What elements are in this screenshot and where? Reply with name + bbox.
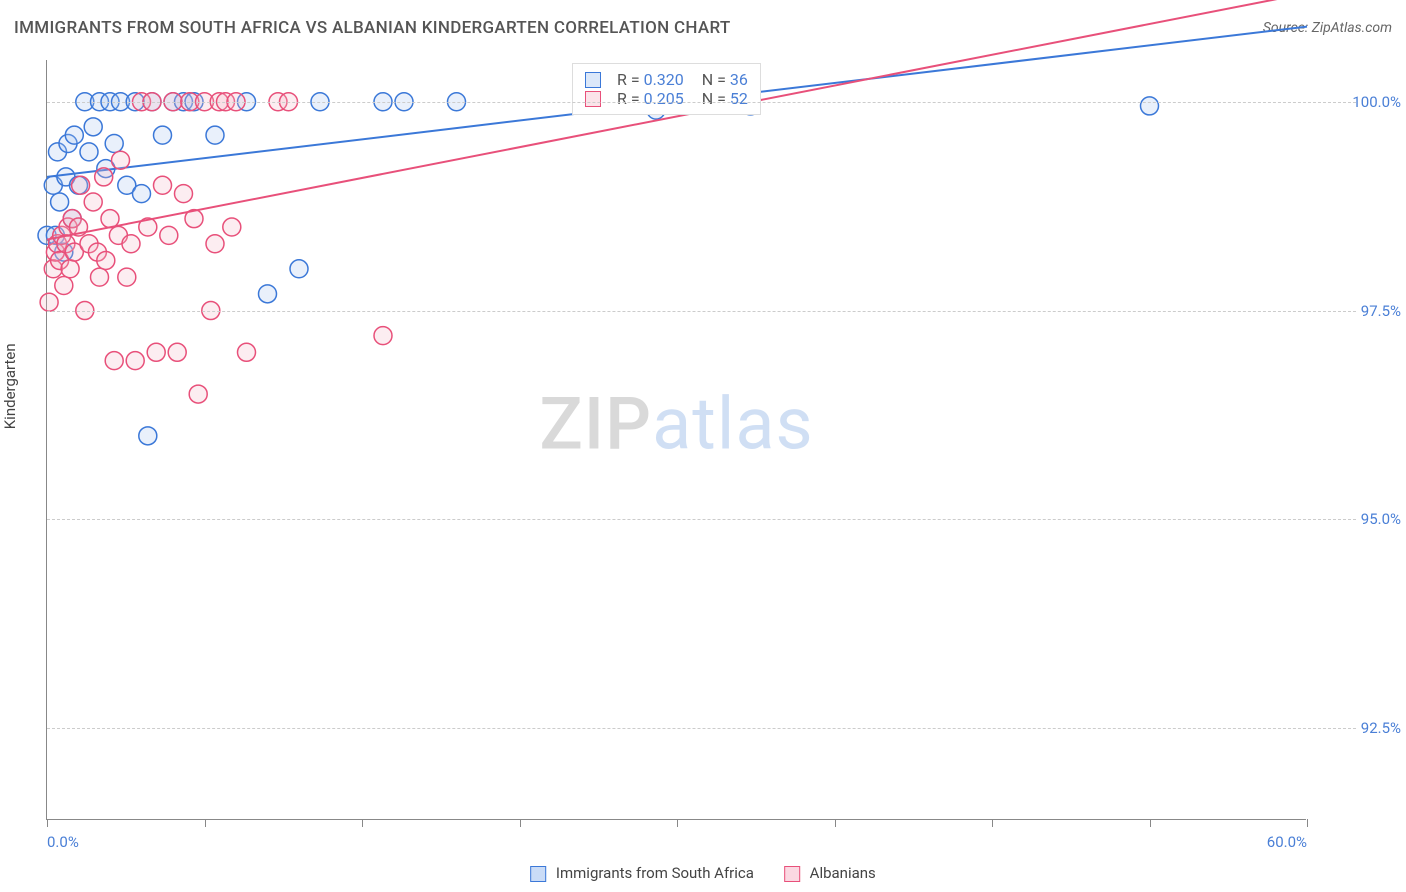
y-tick-label: 92.5%: [1321, 719, 1401, 737]
data-point-south_africa: [51, 193, 69, 211]
data-point-albanians: [40, 293, 58, 311]
stats-r-value: 0.205: [644, 89, 684, 108]
stats-n-label: N = 52: [694, 89, 748, 108]
legend-swatch-blue: [530, 866, 546, 882]
data-point-albanians: [160, 226, 178, 244]
data-point-albanians: [206, 235, 224, 253]
data-point-south_africa: [154, 126, 172, 144]
x-tick: [1307, 819, 1308, 827]
legend-item-south-africa: Immigrants from South Africa: [530, 864, 754, 882]
data-point-albanians: [238, 343, 256, 361]
legend-swatch-pink: [784, 866, 800, 882]
gridline-h: [47, 311, 1356, 312]
data-point-south_africa: [133, 185, 151, 203]
data-point-albanians: [168, 343, 186, 361]
data-point-albanians: [126, 352, 144, 370]
x-tick: [362, 819, 363, 827]
stats-r-value: 0.320: [644, 70, 684, 89]
legend-label-south-africa: Immigrants from South Africa: [556, 864, 754, 882]
stats-r-label: R = 0.320: [617, 70, 684, 89]
x-tick: [520, 819, 521, 827]
data-point-south_africa: [139, 427, 157, 445]
stats-r-label: R = 0.205: [617, 89, 684, 108]
data-point-south_africa: [105, 135, 123, 153]
stats-n-label: N = 36: [694, 70, 748, 89]
data-point-albanians: [97, 251, 115, 269]
stats-swatch-icon: [585, 91, 601, 107]
data-point-albanians: [91, 268, 109, 286]
data-point-south_africa: [206, 126, 224, 144]
data-point-albanians: [154, 176, 172, 194]
data-point-south_africa: [290, 260, 308, 278]
x-tick: [1150, 819, 1151, 827]
data-point-albanians: [72, 176, 90, 194]
x-tick-label: 0.0%: [47, 833, 79, 851]
y-tick-label: 97.5%: [1321, 302, 1401, 320]
correlation-stats-box: R = 0.320 N = 36R = 0.205 N = 52: [572, 63, 761, 115]
gridline-h: [47, 519, 1356, 520]
stats-n-value: 36: [730, 70, 748, 89]
data-point-albanians: [374, 327, 392, 345]
stats-row-south_africa: R = 0.320 N = 36: [585, 70, 748, 89]
legend-label-albanians: Albanians: [810, 864, 876, 882]
y-axis-label: Kindergarten: [1, 343, 19, 429]
data-point-albanians: [105, 352, 123, 370]
gridline-h: [47, 102, 1356, 103]
stats-row-albanians: R = 0.205 N = 52: [585, 89, 748, 108]
data-point-albanians: [147, 343, 165, 361]
data-point-south_africa: [65, 126, 83, 144]
x-tick: [677, 819, 678, 827]
data-point-albanians: [189, 385, 207, 403]
data-point-albanians: [95, 168, 113, 186]
x-tick: [47, 819, 48, 827]
data-point-south_africa: [80, 143, 98, 161]
x-tick: [835, 819, 836, 827]
data-point-albanians: [175, 185, 193, 203]
source-attribution: Source: ZipAtlas.com: [1263, 20, 1392, 36]
x-tick: [992, 819, 993, 827]
data-point-albanians: [122, 235, 140, 253]
y-tick-label: 100.0%: [1321, 93, 1401, 111]
data-point-albanians: [118, 268, 136, 286]
x-tick: [205, 819, 206, 827]
y-tick-label: 95.0%: [1321, 510, 1401, 528]
gridline-h: [47, 728, 1356, 729]
plot-area: ZIPatlas R = 0.320 N = 36R = 0.205 N = 5…: [46, 60, 1306, 820]
bottom-legend: Immigrants from South Africa Albanians: [530, 864, 876, 882]
data-point-albanians: [55, 276, 73, 294]
data-point-south_africa: [259, 285, 277, 303]
legend-item-albanians: Albanians: [784, 864, 876, 882]
data-point-albanians: [101, 210, 119, 228]
data-point-albanians: [84, 193, 102, 211]
plot-svg: [47, 60, 1306, 819]
data-point-albanians: [61, 260, 79, 278]
stats-n-value: 52: [730, 89, 748, 108]
title-bar: IMMIGRANTS FROM SOUTH AFRICA VS ALBANIAN…: [14, 18, 1392, 38]
data-point-south_africa: [1141, 97, 1159, 115]
stats-swatch-icon: [585, 72, 601, 88]
data-point-albanians: [223, 218, 241, 236]
chart-title: IMMIGRANTS FROM SOUTH AFRICA VS ALBANIAN…: [14, 18, 731, 38]
data-point-south_africa: [84, 118, 102, 136]
x-tick-label: 60.0%: [1267, 833, 1307, 851]
data-point-albanians: [112, 151, 130, 169]
